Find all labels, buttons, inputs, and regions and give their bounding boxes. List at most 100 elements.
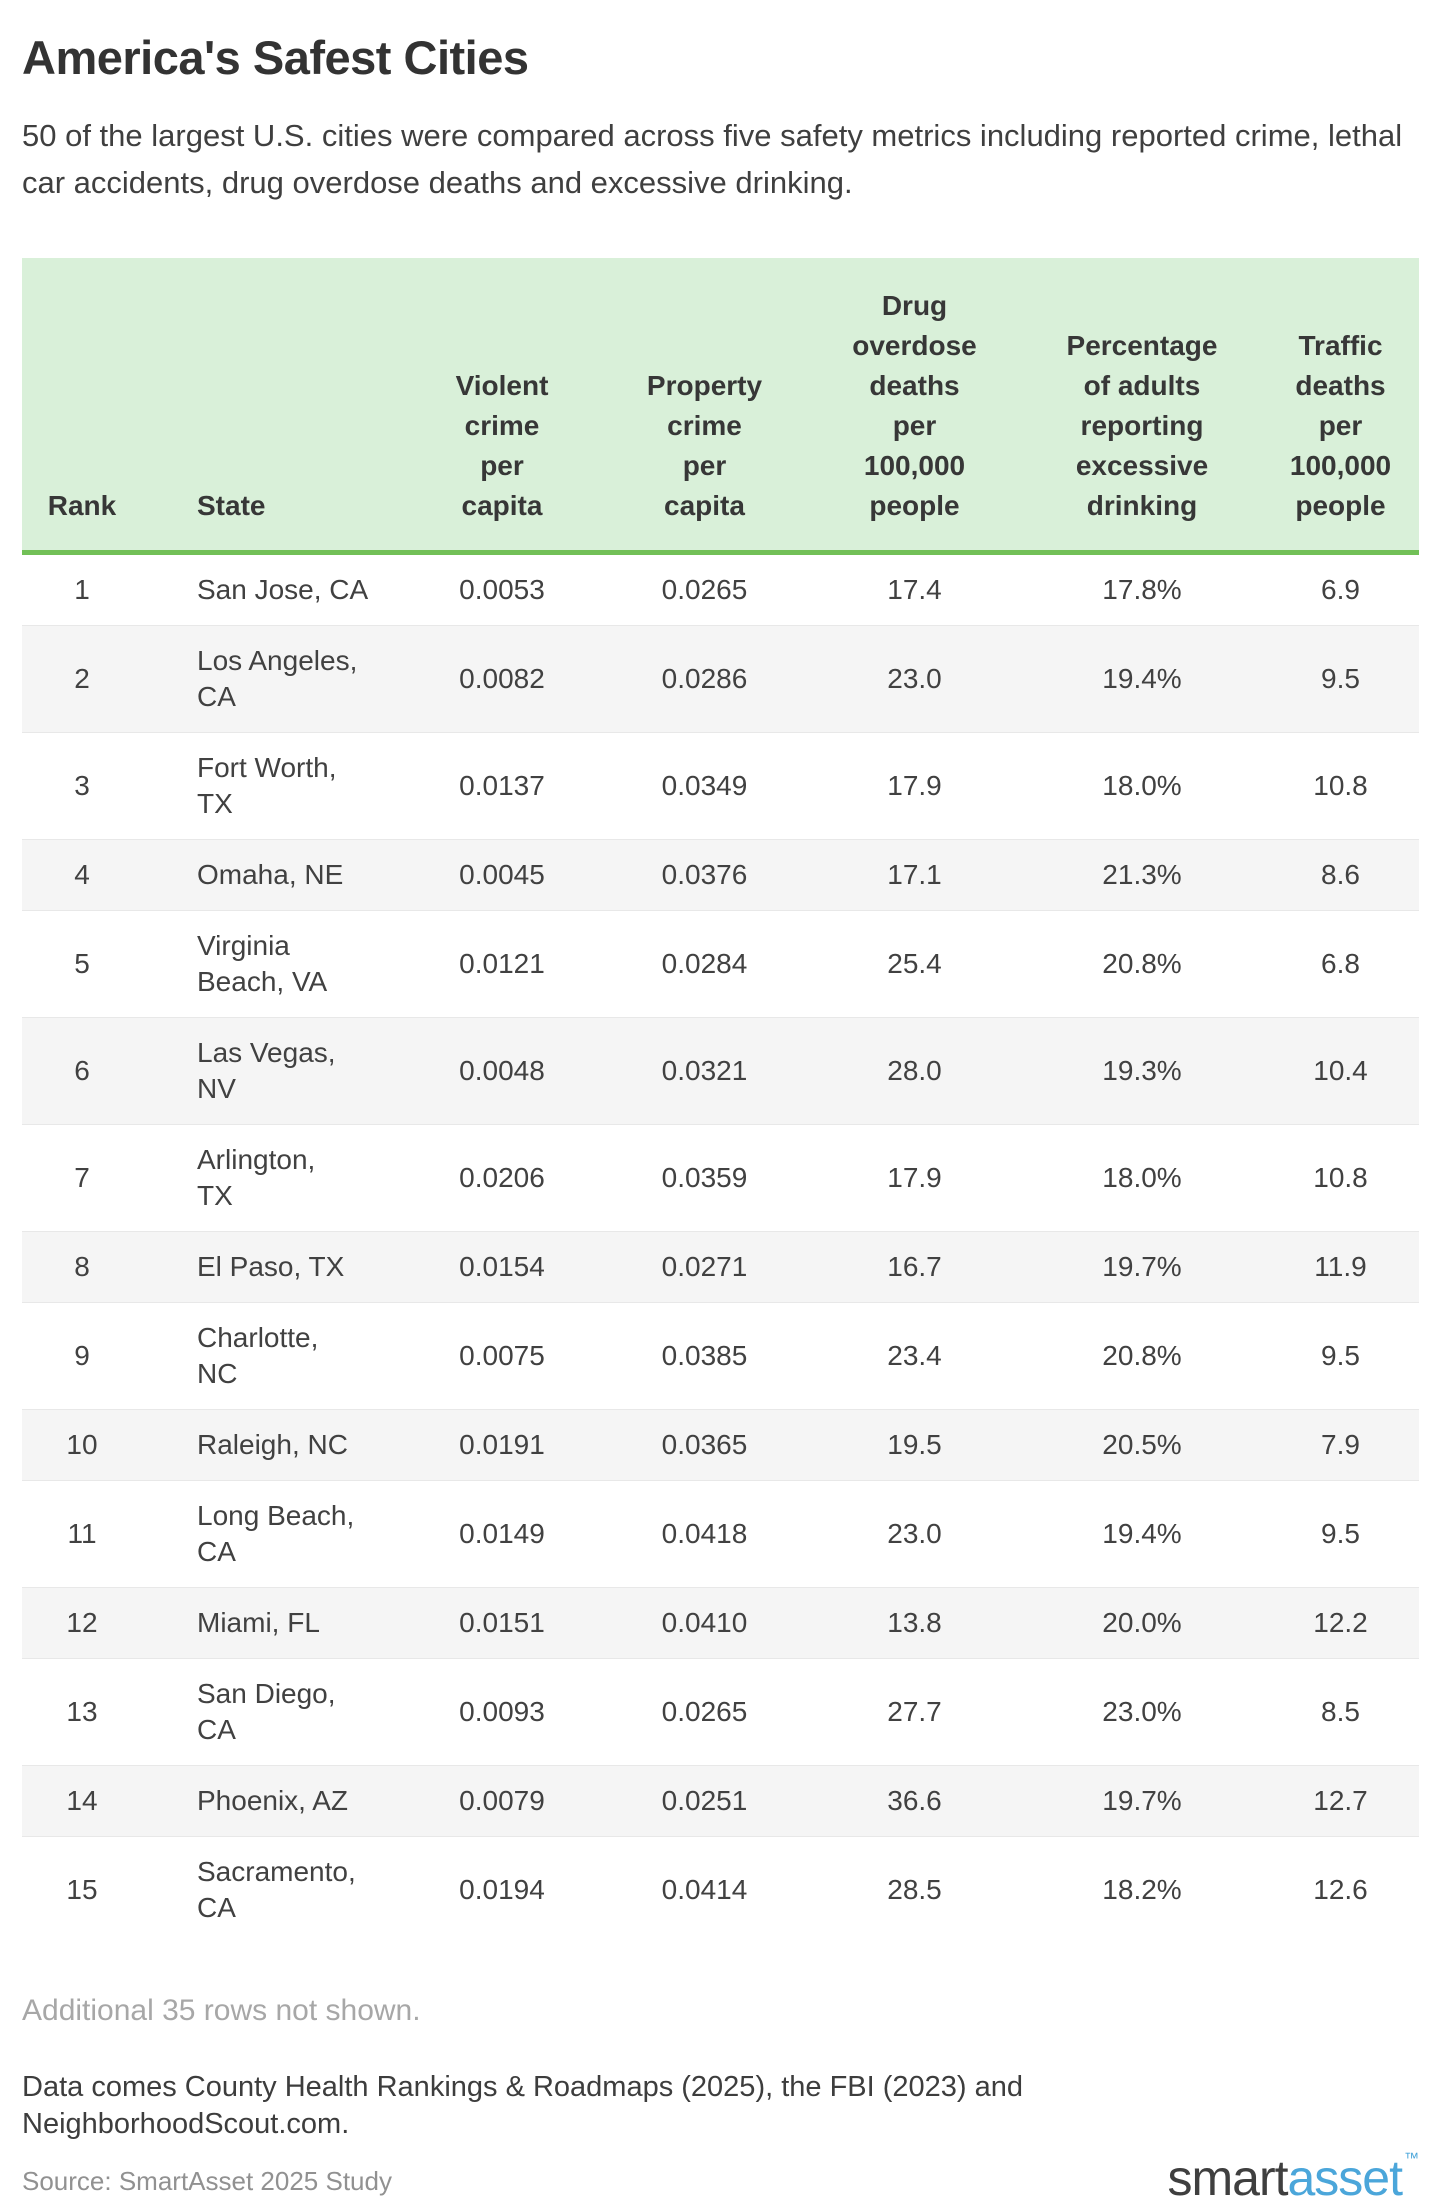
table-row: 7 Arlington, TX 0.0206 0.0359 17.9 18.0%… <box>22 1124 1419 1232</box>
city-cell: Omaha, NE <box>197 859 344 890</box>
property-crime-cell: 0.0265 <box>661 574 748 605</box>
drinking-cell: 19.4% <box>1102 663 1182 694</box>
violent-crime-cell: 0.0149 <box>459 1518 545 1549</box>
overdose-cell: 17.4 <box>887 574 942 605</box>
overdose-cell: 28.5 <box>887 1874 942 1905</box>
drinking-cell: 21.3% <box>1102 859 1182 890</box>
rank-cell: 10 <box>66 1429 98 1460</box>
rank-cell: 5 <box>74 948 90 979</box>
city-cell: Raleigh, NC <box>197 1429 348 1460</box>
violent-crime-cell: 0.0048 <box>459 1055 545 1086</box>
table-row: 13 San Diego, CA 0.0093 0.0265 27.7 23.0… <box>22 1658 1419 1766</box>
traffic-cell: 10.4 <box>1313 1055 1368 1086</box>
page-subtitle: 50 of the largest U.S. cities were compa… <box>22 118 1403 200</box>
table-row: 14 Phoenix, AZ 0.0079 0.0251 36.6 19.7% … <box>22 1765 1419 1837</box>
overdose-cell: 23.0 <box>887 663 942 694</box>
traffic-cell: 8.6 <box>1321 859 1360 890</box>
overdose-cell: 36.6 <box>887 1785 942 1816</box>
property-crime-cell: 0.0376 <box>661 859 748 890</box>
table-row: 2 Los Angeles, CA 0.0082 0.0286 23.0 19.… <box>22 625 1419 733</box>
violent-crime-cell: 0.0206 <box>459 1162 545 1193</box>
logo-text-asset: asset <box>1287 2150 1403 2206</box>
drinking-cell: 19.7% <box>1102 1785 1182 1816</box>
header-row: Rank State Violent crime per capita Prop… <box>22 258 1419 555</box>
city-cell: Miami, FL <box>197 1607 320 1638</box>
rank-cell: 4 <box>74 859 90 890</box>
footer-bottom-row: Source: SmartAsset 2025 Study smartasset… <box>22 2150 1419 2206</box>
col-header-violent-crime: Violent crime per capita <box>402 258 602 555</box>
violent-crime-cell: 0.0082 <box>459 663 545 694</box>
table-row: 3 Fort Worth, TX 0.0137 0.0349 17.9 18.0… <box>22 732 1419 840</box>
violent-crime-cell: 0.0053 <box>459 574 545 605</box>
violent-crime-cell: 0.0194 <box>459 1874 545 1905</box>
property-crime-cell: 0.0251 <box>661 1785 748 1816</box>
overdose-cell: 16.7 <box>887 1251 942 1282</box>
drinking-cell: 20.5% <box>1102 1429 1182 1460</box>
overdose-cell: 27.7 <box>887 1696 942 1727</box>
violent-crime-cell: 0.0137 <box>459 770 545 801</box>
traffic-cell: 6.9 <box>1321 574 1360 605</box>
table-row: 1 San Jose, CA 0.0053 0.0265 17.4 17.8% … <box>22 552 1419 626</box>
table-row: 10 Raleigh, NC 0.0191 0.0365 19.5 20.5% … <box>22 1409 1419 1481</box>
violent-crime-cell: 0.0151 <box>459 1607 545 1638</box>
property-crime-cell: 0.0271 <box>661 1251 748 1282</box>
city-cell: Las Vegas, NV <box>197 1037 336 1104</box>
overdose-cell: 17.1 <box>887 859 942 890</box>
smartasset-logo: smartasset ™ <box>1167 2150 1419 2206</box>
traffic-cell: 10.8 <box>1313 770 1368 801</box>
col-header-drug-overdose: Drug overdose deaths per 100,000 people <box>807 258 1022 555</box>
table-row: 11 Long Beach, CA 0.0149 0.0418 23.0 19.… <box>22 1480 1419 1588</box>
col-header-rank: Rank <box>22 258 142 555</box>
traffic-cell: 12.2 <box>1313 1607 1368 1638</box>
rank-cell: 9 <box>74 1340 90 1371</box>
property-crime-cell: 0.0365 <box>661 1429 748 1460</box>
traffic-cell: 9.5 <box>1321 663 1360 694</box>
table-row: 12 Miami, FL 0.0151 0.0410 13.8 20.0% 12… <box>22 1587 1419 1659</box>
trademark-symbol: ™ <box>1404 2150 1419 2167</box>
city-cell: Fort Worth, TX <box>197 752 337 819</box>
traffic-cell: 7.9 <box>1321 1429 1360 1460</box>
traffic-cell: 6.8 <box>1321 948 1360 979</box>
traffic-cell: 9.5 <box>1321 1518 1360 1549</box>
overdose-cell: 13.8 <box>887 1607 942 1638</box>
logo-text-smart: smart <box>1167 2150 1288 2206</box>
rank-cell: 2 <box>74 663 90 694</box>
overdose-cell: 19.5 <box>887 1429 942 1460</box>
col-header-property-crime: Property crime per capita <box>602 258 807 555</box>
overdose-cell: 23.0 <box>887 1518 942 1549</box>
drinking-cell: 17.8% <box>1102 574 1182 605</box>
table-header: Rank State Violent crime per capita Prop… <box>22 258 1419 555</box>
city-cell: San Jose, CA <box>197 574 369 605</box>
violent-crime-cell: 0.0154 <box>459 1251 545 1282</box>
rank-cell: 12 <box>66 1607 98 1638</box>
overdose-cell: 25.4 <box>887 948 942 979</box>
city-cell: Los Angeles, CA <box>197 645 358 712</box>
traffic-cell: 10.8 <box>1313 1162 1368 1193</box>
rank-cell: 7 <box>74 1162 90 1193</box>
drinking-cell: 18.0% <box>1102 770 1182 801</box>
city-cell: Sacramento, CA <box>197 1856 356 1923</box>
rank-cell: 14 <box>66 1785 98 1816</box>
property-crime-cell: 0.0410 <box>661 1607 748 1638</box>
page-title: America's Safest Cities <box>22 31 529 84</box>
traffic-cell: 11.9 <box>1314 1251 1367 1282</box>
violent-crime-cell: 0.0191 <box>459 1429 545 1460</box>
table-row: 15 Sacramento, CA 0.0194 0.0414 28.5 18.… <box>22 1836 1419 1944</box>
violent-crime-cell: 0.0045 <box>459 859 545 890</box>
violent-crime-cell: 0.0079 <box>459 1785 545 1816</box>
drinking-cell: 20.8% <box>1102 1340 1182 1371</box>
overdose-cell: 17.9 <box>887 770 942 801</box>
traffic-cell: 8.5 <box>1321 1696 1360 1727</box>
city-cell: San Diego, CA <box>197 1678 336 1745</box>
traffic-cell: 12.7 <box>1313 1785 1368 1816</box>
source-line: Source: SmartAsset 2025 Study <box>22 2166 392 2196</box>
city-cell: Arlington, TX <box>197 1144 316 1211</box>
drinking-cell: 20.8% <box>1102 948 1182 979</box>
traffic-cell: 9.5 <box>1321 1340 1360 1371</box>
rank-cell: 15 <box>66 1874 98 1905</box>
city-cell: Long Beach, CA <box>197 1500 355 1567</box>
table-row: 9 Charlotte, NC 0.0075 0.0385 23.4 20.8%… <box>22 1302 1419 1410</box>
violent-crime-cell: 0.0121 <box>459 948 545 979</box>
table-body: 1 San Jose, CA 0.0053 0.0265 17.4 17.8% … <box>22 552 1419 1944</box>
